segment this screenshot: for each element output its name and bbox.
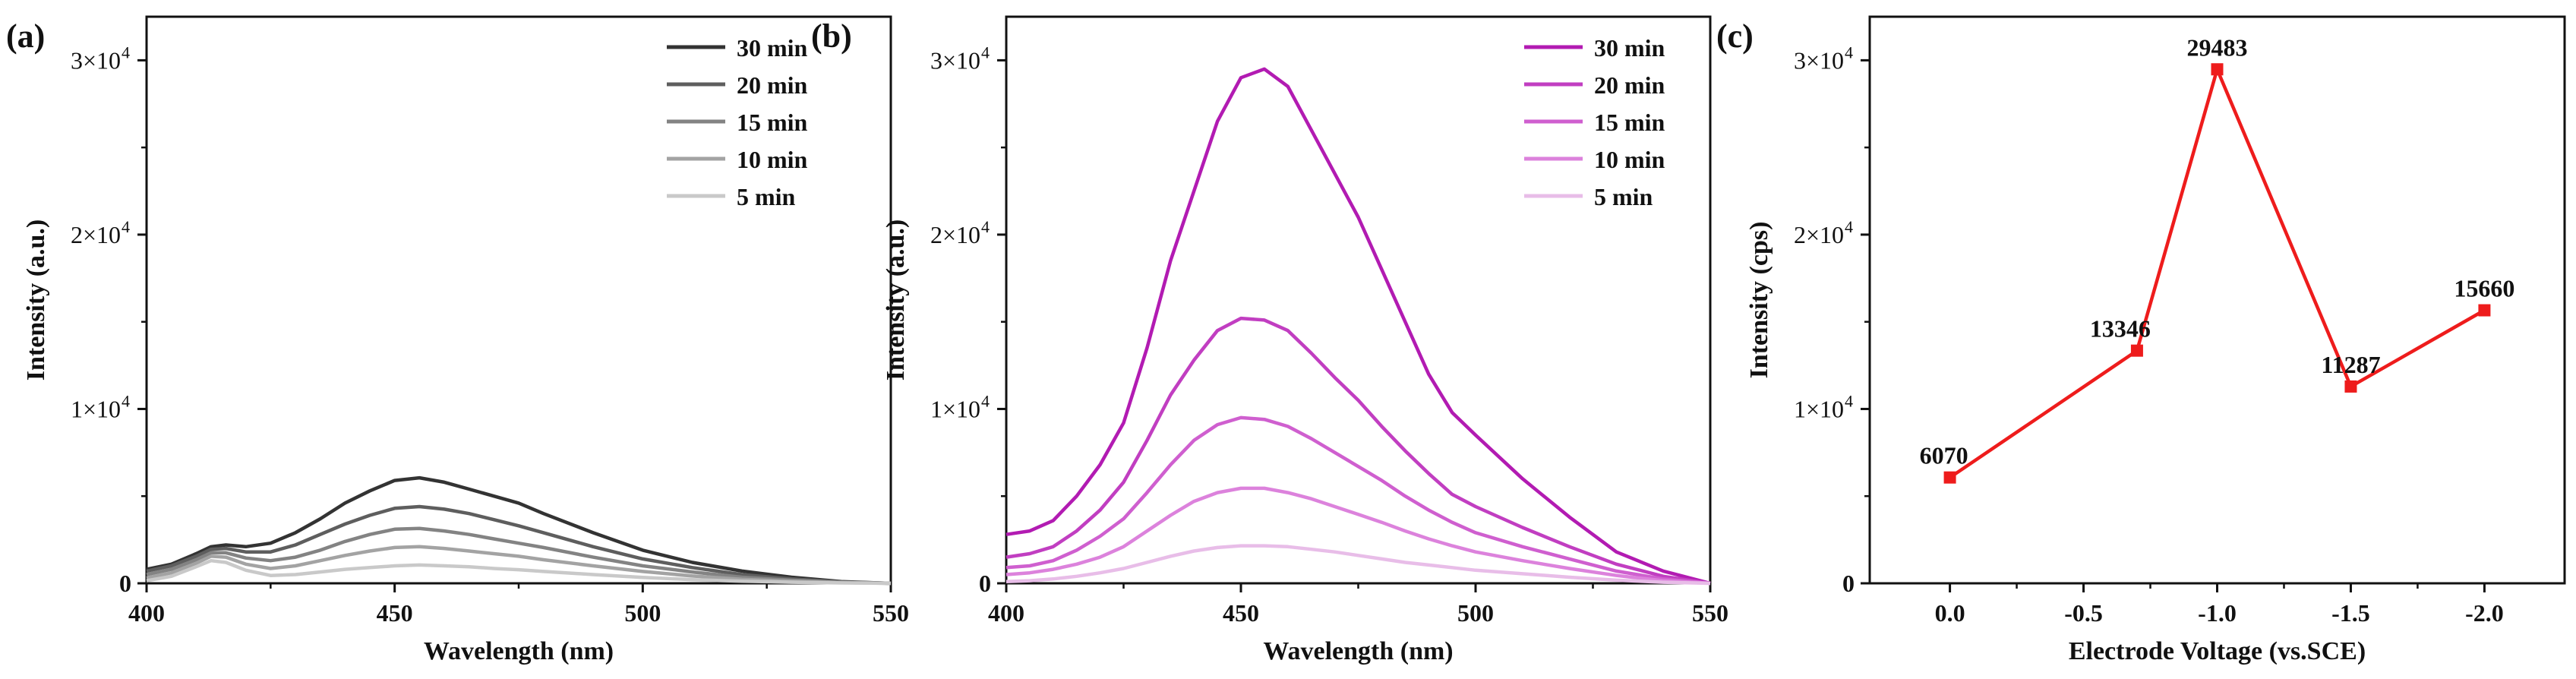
legend-label: 10 min: [737, 146, 808, 173]
x-tick-label: -2.0: [2465, 599, 2504, 627]
y-tick-mantissa: 1×10: [71, 395, 121, 422]
y-tick-exponent: 4: [1845, 391, 1853, 410]
series-line-30-min: [1005, 67, 1711, 586]
x-axis-title: Wavelength (nm): [1263, 637, 1453, 665]
data-label: 6070: [1920, 442, 1968, 469]
x-tick-label: 400: [128, 599, 165, 627]
x-tick-label: 500: [624, 599, 661, 627]
y-tick-mantissa: 3×10: [930, 46, 980, 74]
y-tick-mantissa: 1×10: [930, 395, 980, 422]
series-line-15-min: [1005, 415, 1711, 586]
series-line-5-min: [1005, 544, 1711, 586]
data-point: [2344, 380, 2357, 393]
x-axis-title: Wavelength (nm): [424, 637, 614, 665]
panel-a: (a)400 450 500 55001×1042×1043×104Wavelengt…: [6, 15, 909, 665]
legend-label: 30 min: [737, 34, 808, 62]
x-tick-label: -1.0: [2198, 599, 2237, 627]
legend-label: 15 min: [1594, 109, 1665, 136]
series-line-15-min: [146, 526, 892, 586]
data-label: 13346: [2090, 315, 2151, 343]
x-axis-title: Electrode Voltage (vs.SCE): [2069, 637, 2366, 665]
y-tick-mantissa: 2×10: [71, 221, 121, 248]
y-tick-label: 1×104: [71, 391, 130, 422]
y-tick-label: 1×104: [1794, 391, 1853, 422]
data-label: 11287: [2321, 351, 2380, 378]
y-tick-label: 3×104: [71, 43, 130, 74]
y-tick-mantissa: 1×10: [1794, 395, 1844, 422]
data-label: 29483: [2187, 33, 2248, 61]
x-tick-label: 500: [1457, 599, 1494, 627]
series-line-20-min: [146, 504, 892, 586]
y-tick-exponent: 4: [981, 43, 990, 62]
y-tick-mantissa: 3×10: [71, 46, 121, 74]
data-point: [2478, 304, 2491, 317]
legend-label: 20 min: [1594, 71, 1665, 99]
y-tick-exponent: 4: [122, 391, 130, 410]
y-tick-label: 3×104: [930, 43, 990, 74]
series-line-10-min: [146, 545, 892, 586]
data-point: [2211, 63, 2224, 76]
x-tick-label: 550: [873, 599, 909, 627]
y-tick-exponent: 4: [122, 217, 130, 236]
x-tick-label: 0.0: [1935, 599, 1965, 627]
axes-frame: [145, 15, 892, 585]
y-tick-exponent: 4: [981, 391, 990, 410]
x-tick-label: 450: [377, 599, 413, 627]
legend-label: 30 min: [1594, 34, 1665, 62]
y-axis-title: Intensity (cps): [1745, 222, 1773, 379]
y-tick-mantissa: 2×10: [930, 221, 980, 248]
data-point: [1943, 471, 1956, 484]
y-tick-label: 2×104: [71, 217, 130, 248]
y-tick-mantissa: 2×10: [1794, 221, 1844, 248]
series-line-20-min: [1005, 316, 1711, 586]
y-tick-label: 2×104: [1794, 217, 1853, 248]
panel-c: (c)0.0 -0.5 -1.0 -1.5 -2.001×1042×1043×104El…: [1716, 15, 2566, 665]
legend-label: 10 min: [1594, 146, 1665, 173]
x-tick-label: -1.5: [2331, 599, 2370, 627]
y-tick-exponent: 4: [122, 43, 130, 62]
legend-label: 15 min: [737, 109, 808, 136]
y-tick-label: 1×104: [930, 391, 990, 422]
series-line: [1949, 64, 2486, 479]
x-tick-label: 400: [988, 599, 1024, 627]
y-tick-label: 0: [979, 570, 991, 597]
y-axis-title: Intensity (a.u.): [882, 219, 910, 381]
panel-label: (b): [811, 17, 852, 55]
legend-label: 5 min: [1594, 183, 1653, 210]
y-tick-label: 3×104: [1794, 43, 1853, 74]
legend-label: 5 min: [737, 183, 796, 210]
x-tick-label: 450: [1223, 599, 1259, 627]
y-tick-label: 0: [119, 570, 131, 597]
y-axis-title: Intensity (a.u.): [22, 219, 50, 381]
series-line-30-min: [146, 475, 892, 586]
panel-label: (a): [6, 17, 45, 55]
y-tick-mantissa: 3×10: [1794, 46, 1844, 74]
x-tick-label: 550: [1692, 599, 1728, 627]
data-label: 15660: [2454, 275, 2514, 302]
series-line-5-min: [146, 558, 892, 586]
y-tick-label: 0: [1842, 570, 1855, 597]
data-point: [2130, 344, 2143, 357]
panel-b: (b)400 450 500 55001×1042×1043×104Wavelengt…: [811, 15, 1728, 665]
y-tick-exponent: 4: [1845, 43, 1853, 62]
legend-label: 20 min: [737, 71, 808, 99]
x-tick-label: -0.5: [2064, 599, 2103, 627]
y-tick-label: 2×104: [930, 217, 990, 248]
y-tick-exponent: 4: [981, 217, 990, 236]
panel-label: (c): [1716, 17, 1754, 55]
y-tick-exponent: 4: [1845, 217, 1853, 236]
series-line-10-min: [1005, 486, 1711, 586]
